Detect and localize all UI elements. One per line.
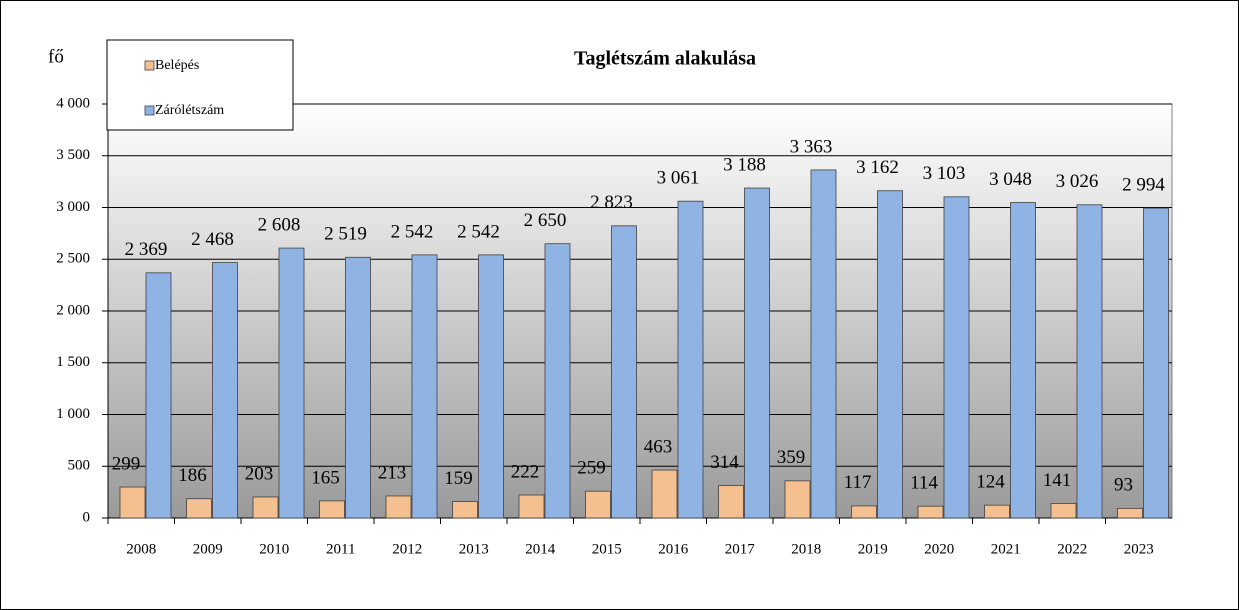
value-label: 314: [710, 452, 739, 473]
y-tick-label: 1 500: [56, 354, 90, 370]
value-label: 2 650: [524, 210, 567, 231]
value-label: 222: [511, 461, 540, 482]
value-label: 2 608: [258, 214, 301, 235]
bar: [744, 187, 770, 519]
bar: [411, 254, 438, 519]
x-tick-label: 2017: [725, 541, 756, 557]
value-label: 2 542: [457, 221, 500, 242]
value-label: 2 542: [391, 221, 434, 242]
bar: [585, 490, 611, 519]
value-label: 186: [178, 465, 207, 486]
value-label: 2 468: [191, 229, 234, 250]
bar: [252, 496, 279, 519]
value-label: 3 162: [856, 157, 899, 178]
y-axis-label: fő: [48, 46, 64, 67]
y-tick-label: 4 000: [56, 95, 90, 111]
bar: [1076, 204, 1103, 519]
value-label: 159: [444, 468, 473, 489]
bar: [718, 485, 744, 519]
value-label: 3 026: [1056, 171, 1099, 192]
legend-label: Belépés: [155, 58, 199, 73]
y-tick-label: 2 000: [56, 302, 90, 318]
y-tick-label: 1 000: [56, 406, 90, 422]
bar: [677, 200, 704, 519]
value-label: 3 188: [723, 154, 766, 175]
bar: [145, 272, 172, 519]
x-tick-label: 2013: [459, 541, 489, 557]
bar: [319, 500, 345, 519]
bar: [1143, 207, 1169, 519]
bar: [877, 190, 903, 519]
x-tick-label: 2016: [658, 541, 689, 557]
bar: [478, 254, 504, 519]
value-label: 463: [644, 436, 673, 457]
value-label: 2 823: [590, 192, 633, 213]
x-tick-label: 2010: [259, 541, 289, 557]
value-label: 141: [1043, 470, 1072, 491]
value-label: 203: [245, 463, 274, 484]
bar: [119, 486, 146, 519]
value-label: 3 061: [657, 168, 700, 189]
bar: [784, 480, 811, 519]
value-label: 213: [378, 462, 407, 483]
bar: [1010, 202, 1036, 519]
value-label: 3 048: [989, 169, 1032, 190]
value-label: 2 519: [324, 224, 367, 245]
bar: [544, 243, 571, 519]
y-tick-label: 3 000: [56, 199, 90, 215]
bar: [186, 498, 212, 519]
x-tick-label: 2008: [126, 541, 156, 557]
x-tick-label: 2020: [924, 541, 954, 557]
value-label: 117: [844, 472, 872, 493]
value-label: 259: [577, 458, 606, 479]
x-tick-label: 2021: [991, 541, 1021, 557]
x-tick-label: 2019: [858, 541, 888, 557]
x-tick-label: 2014: [525, 541, 556, 557]
x-tick-label: 2023: [1124, 541, 1154, 557]
value-label: 2 369: [125, 239, 168, 260]
value-label: 165: [311, 467, 340, 488]
bar: [651, 469, 678, 519]
bar: [1117, 507, 1143, 519]
legend-box: [106, 39, 294, 131]
bar: [810, 169, 837, 519]
x-tick-label: 2018: [791, 541, 821, 557]
bar: [984, 504, 1010, 519]
legend-label: Zárólétszám: [155, 103, 224, 118]
y-tick-label: 500: [68, 458, 91, 474]
y-tick-label: 3 500: [56, 147, 90, 163]
bar: [611, 225, 637, 519]
value-label: 3 103: [923, 163, 966, 184]
bar: [1050, 503, 1077, 519]
value-label: 2 994: [1122, 174, 1165, 195]
bar: [345, 256, 371, 519]
x-tick-label: 2022: [1057, 541, 1087, 557]
bar: [518, 494, 545, 519]
value-label: 114: [910, 473, 938, 494]
x-tick-label: 2011: [326, 541, 355, 557]
y-tick-label: 0: [83, 509, 91, 525]
value-label: 299: [112, 453, 141, 474]
x-tick-label: 2012: [392, 541, 422, 557]
value-label: 93: [1114, 475, 1133, 496]
bar: [943, 196, 970, 519]
legend-swatch: [144, 105, 155, 116]
bar: [385, 495, 412, 519]
value-label: 3 363: [790, 136, 833, 157]
bar: [917, 505, 944, 519]
bar: [278, 247, 305, 519]
value-label: 124: [976, 472, 1005, 493]
x-tick-label: 2009: [193, 541, 223, 557]
bar: [851, 505, 877, 519]
legend-swatch: [144, 60, 155, 71]
y-tick-label: 2 500: [56, 251, 90, 267]
bar: [452, 501, 478, 519]
bar: [212, 262, 238, 519]
chart-title: Taglétszám alakulása: [574, 48, 756, 70]
legend: Belépés Zárólétszám: [106, 39, 294, 131]
x-tick-label: 2015: [592, 541, 622, 557]
value-label: 359: [777, 447, 806, 468]
